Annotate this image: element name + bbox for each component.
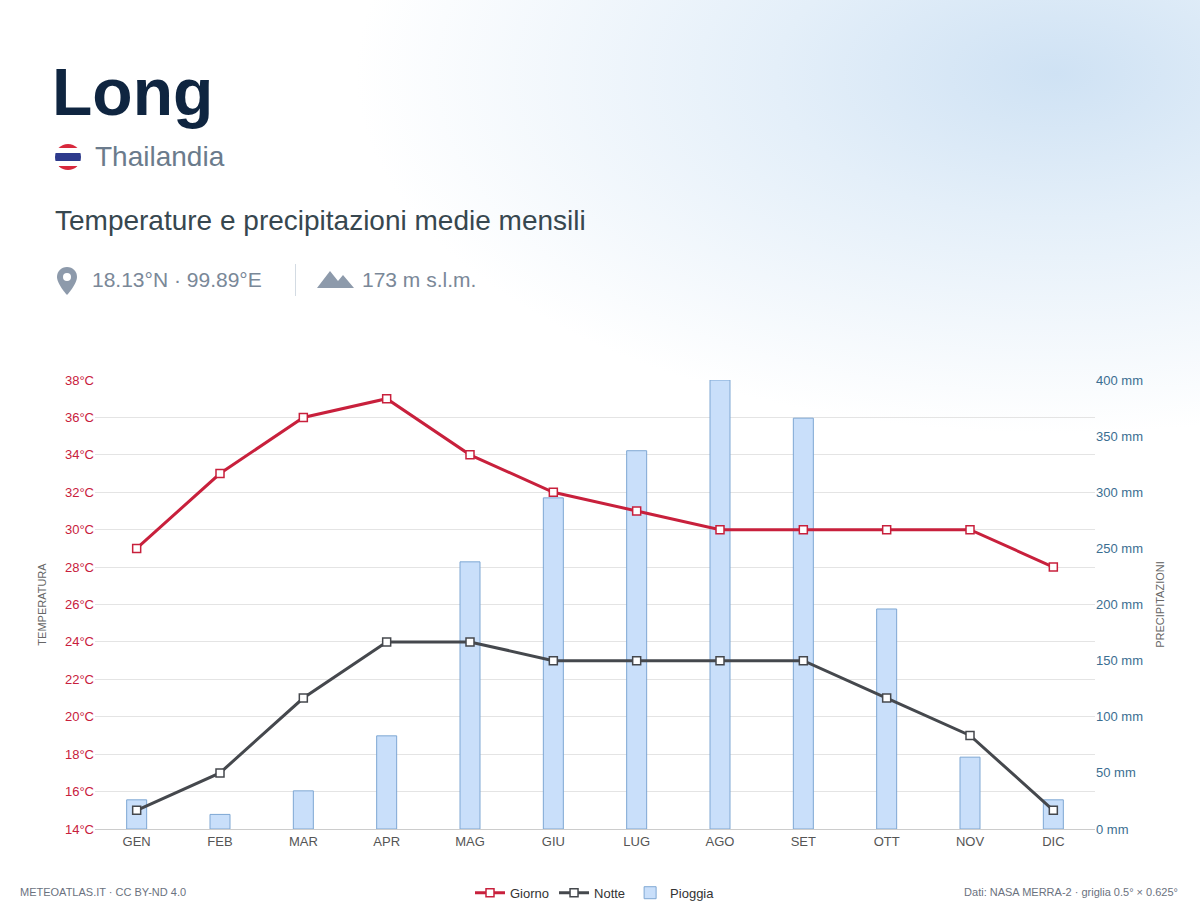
svg-text:26°C: 26°C bbox=[65, 597, 94, 612]
svg-text:18°C: 18°C bbox=[65, 747, 94, 762]
svg-text:100 mm: 100 mm bbox=[1096, 709, 1143, 724]
svg-text:36°C: 36°C bbox=[65, 410, 94, 425]
svg-text:50 mm: 50 mm bbox=[1096, 765, 1136, 780]
svg-text:SET: SET bbox=[791, 834, 816, 849]
html-text:Dati: NASA MERRA-2 · griglia 0: Dati: NASA MERRA-2 · griglia 0.5° × 0.62… bbox=[964, 886, 1178, 898]
svg-text:Notte: Notte bbox=[594, 886, 625, 901]
svg-text:MAR: MAR bbox=[289, 834, 318, 849]
svg-text:28°C: 28°C bbox=[65, 560, 94, 575]
svg-text:34°C: 34°C bbox=[65, 447, 94, 462]
svg-text:350 mm: 350 mm bbox=[1096, 429, 1143, 444]
svg-text:APR: APR bbox=[373, 834, 400, 849]
html-text:18.13°N · 99.89°E: 18.13°N · 99.89°E bbox=[92, 268, 262, 291]
html-text:METEOATLAS.IT · CC BY-ND 4.0: METEOATLAS.IT · CC BY-ND 4.0 bbox=[20, 886, 187, 898]
svg-text:GEN: GEN bbox=[123, 834, 151, 849]
html-text:Temperature e precipitazioni m: Temperature e precipitazioni medie mensi… bbox=[55, 205, 586, 236]
svg-text:14°C: 14°C bbox=[65, 822, 94, 837]
svg-text:NOV: NOV bbox=[956, 834, 985, 849]
svg-text:DIC: DIC bbox=[1042, 834, 1064, 849]
html-text:Thailandia: Thailandia bbox=[95, 141, 225, 172]
svg-text:LUG: LUG bbox=[623, 834, 650, 849]
svg-text:150 mm: 150 mm bbox=[1096, 653, 1143, 668]
svg-text:Giorno: Giorno bbox=[510, 886, 549, 901]
svg-text:250 mm: 250 mm bbox=[1096, 541, 1143, 556]
svg-text:24°C: 24°C bbox=[65, 634, 94, 649]
html-text:Long: Long bbox=[52, 55, 214, 129]
svg-text:TEMPERATURA: TEMPERATURA bbox=[36, 563, 48, 646]
svg-text:GIU: GIU bbox=[542, 834, 565, 849]
svg-text:AGO: AGO bbox=[706, 834, 735, 849]
svg-text:400 mm: 400 mm bbox=[1096, 373, 1143, 388]
svg-text:300 mm: 300 mm bbox=[1096, 485, 1143, 500]
svg-text:22°C: 22°C bbox=[65, 672, 94, 687]
svg-text:0 mm: 0 mm bbox=[1096, 822, 1129, 837]
svg-text:200 mm: 200 mm bbox=[1096, 597, 1143, 612]
svg-text:MAG: MAG bbox=[455, 834, 485, 849]
svg-text:PRECIPITAZIONI: PRECIPITAZIONI bbox=[1154, 561, 1166, 648]
svg-text:16°C: 16°C bbox=[65, 784, 94, 799]
svg-text:20°C: 20°C bbox=[65, 709, 94, 724]
svg-text:OTT: OTT bbox=[874, 834, 900, 849]
svg-text:FEB: FEB bbox=[207, 834, 232, 849]
svg-text:38°C: 38°C bbox=[65, 373, 94, 388]
svg-text:Pioggia: Pioggia bbox=[670, 886, 714, 901]
svg-text:32°C: 32°C bbox=[65, 485, 94, 500]
svg-text:30°C: 30°C bbox=[65, 522, 94, 537]
html-text:173 m s.l.m.: 173 m s.l.m. bbox=[362, 268, 477, 291]
